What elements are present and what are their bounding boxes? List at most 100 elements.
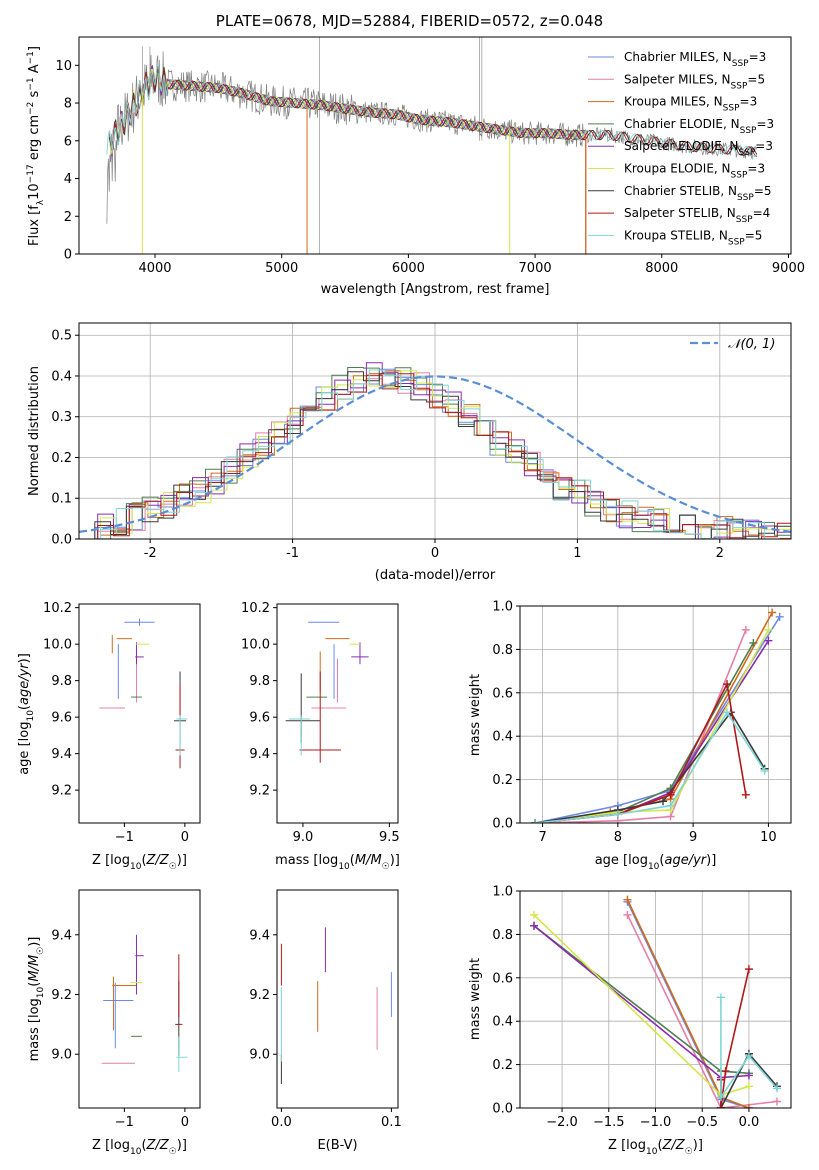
spectrum-axes: 4000 5000 6000 7000 8000 9000 0 2 4 6 8 10 wavelengt… [26,36,805,297]
y-axis-label: Flux [fλ10−17 erg cm−2 s−1 A−1] [26,46,46,246]
residual-histogram [84,370,791,539]
weight-marker [723,708,732,717]
x-tick-label: 0 [181,830,189,845]
legend-entry: Chabrier ELODIE, NSSP=3 [624,117,774,136]
axes-frame [519,605,792,824]
y-tick-label: 9.0 [51,1048,72,1063]
weight-marker [530,921,539,930]
y-tick-label: 9.2 [51,988,72,1003]
x-tick-label: 4000 [138,261,171,276]
weight-marker [666,801,675,810]
weight-marker [760,766,769,775]
weight-marker [613,810,622,819]
y-tick-label: 1.0 [492,885,513,900]
legend-entry: 𝒩(0, 1) [728,337,775,352]
age-vs-mass-axes: 9.0 9.5 9.2 9.4 9.6 9.8 10.0 10.2 mass [log10(M/… [241,601,400,872]
y-tick-label: 1.0 [492,600,513,615]
y-tick-label: 10.2 [241,601,270,616]
weight-line [535,629,747,823]
x-tick-label: 1 [573,546,581,561]
legend-entry: Kroupa STELIB, NSSP=5 [624,228,762,247]
normal-curve [79,375,791,533]
x-tick-label: 7000 [519,261,552,276]
legend-entry: Salpeter ELODIE, NSSP=3 [624,139,773,158]
axes-frame [78,603,201,824]
weight-marker [749,638,758,647]
y-tick-label: 9.6 [51,711,72,726]
x-tick-label: 9 [689,830,697,845]
y-tick-label: 0.0 [492,1102,513,1117]
weight-marker [764,636,773,645]
x-axis-label: wavelength [Angstrom, rest frame] [321,282,550,297]
weight-marker [721,1067,730,1076]
x-tick-label: -2 [144,546,157,561]
weight-marker [744,965,753,974]
x-tick-label: 9.5 [379,830,400,845]
weight-line [534,629,770,823]
y-tick-label: 9.6 [249,711,270,726]
weight-marker [744,1104,753,1108]
x-tick-label: −1 [115,1115,134,1130]
y-tick-label: 4 [64,172,72,187]
x-tick-label: 0 [181,1115,189,1130]
axes-frame [78,889,201,1109]
y-tick-label: 0.3 [51,410,72,425]
y-axis-label: Normed distribution [27,366,42,496]
model-spectrum [108,66,758,156]
x-tick-label: −1.0 [640,1115,672,1130]
y-tick-label: 9.8 [249,674,270,689]
y-tick-label: 0.6 [492,686,513,701]
weight-marker [764,625,773,634]
x-tick-label: 5000 [265,261,298,276]
y-tick-label: 0.1 [51,492,72,507]
weight-line [626,914,778,1108]
residual-histogram [81,372,791,539]
legend-entry: Kroupa MILES, NSSP=3 [624,95,757,114]
mass-vs-ebv-axes: 0.0 0.1 9.0 9.2 9.4 E(B-V) [249,889,402,1153]
weight-marker [744,1051,753,1060]
y-tick-label: 6 [64,134,72,149]
y-axis-label: age [log10(age/yr)] [17,653,36,775]
y-tick-label: 0.2 [51,451,72,466]
y-tick-label: 0.4 [492,1015,513,1030]
y-tick-label: 0.0 [51,533,72,548]
y-tick-label: 9.8 [51,674,72,689]
age-vs-Z-axes: −1 0 9.2 9.4 9.6 9.8 10.0 10.2 Z [log10(Z/Z☉)] ag… [17,601,201,872]
legend-entry: Kroupa ELODIE, NSSP=3 [624,162,765,181]
legend-entry: Salpeter MILES, NSSP=5 [624,72,765,91]
y-axis-label: mass weight [468,674,483,756]
x-tick-label: −1.5 [593,1115,625,1130]
weight-line [533,925,749,1075]
x-tick-label: 0 [431,546,439,561]
weight-marker [716,1093,725,1102]
axes-frame [276,889,399,1109]
legend-entry: Salpeter STELIB, NSSP=4 [624,206,770,225]
y-tick-label: 0.4 [492,730,513,745]
weight-marker [723,680,732,689]
x-tick-label: 0.0 [739,1115,760,1130]
weight-marker [531,819,540,823]
y-tick-label: 0.0 [492,817,513,832]
weight-marker [768,608,777,617]
weight-line [720,997,778,1100]
mass-vs-ebv-plot-area [280,927,392,1085]
y-tick-label: 8 [64,97,72,112]
error-bar [124,618,155,626]
x-tick-label: 8 [614,830,622,845]
figure-title: PLATE=0678, MJD=52884, FIBERID=0572, z=0… [215,12,604,30]
x-tick-label: −2.0 [546,1115,578,1130]
axes-frame [276,603,399,824]
y-tick-label: 10.2 [43,601,72,616]
y-tick-label: 0.6 [492,971,513,986]
y-tick-label: 10.0 [241,638,270,653]
x-tick-label: 7 [538,830,546,845]
y-tick-label: 0.8 [492,928,513,943]
x-axis-label: (data-model)/error [375,568,496,583]
x-axis-label: Z [log10(Z/Z☉)] [92,853,187,872]
x-tick-label: 8000 [645,261,678,276]
weight-line [535,710,766,823]
y-tick-label: 9.4 [51,747,72,762]
x-axis-label: Z [log10(Z/Z☉)] [92,1138,187,1157]
weight-marker [744,1082,753,1091]
y-axis-label: mass weight [468,958,483,1040]
